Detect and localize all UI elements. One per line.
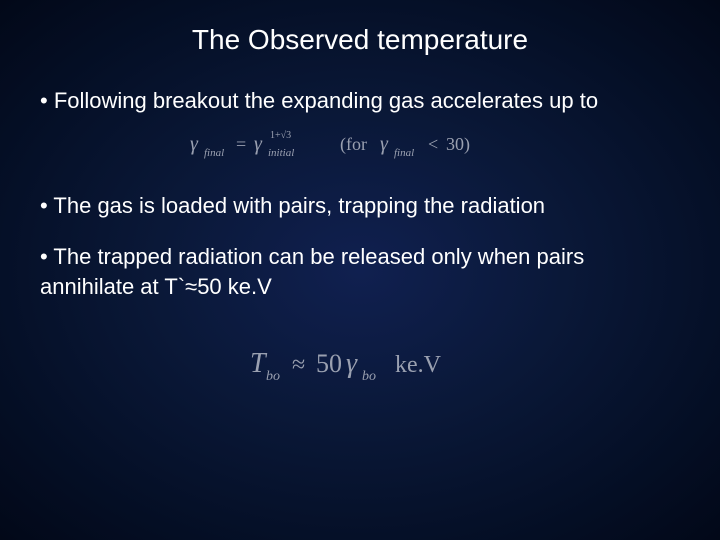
slide-title: The Observed temperature xyxy=(0,0,720,86)
approx: ≈ xyxy=(292,352,305,378)
equals: = xyxy=(236,134,246,154)
unit-kev: ke.V xyxy=(395,352,442,378)
bullet-3: • The trapped radiation can be released … xyxy=(40,242,680,301)
gamma-bo: γ xyxy=(346,348,358,379)
sub-final: final xyxy=(204,147,224,159)
lt: < xyxy=(428,134,438,154)
sub-bo-2: bo xyxy=(362,369,376,384)
gamma-3: γ xyxy=(380,133,389,155)
sub-bo-1: bo xyxy=(266,369,280,384)
gamma-2: γ xyxy=(254,133,263,155)
fifty: 50 xyxy=(316,349,342,378)
thirty: 30) xyxy=(446,134,470,155)
gamma-1: γ xyxy=(190,133,199,155)
bullet-1: • Following breakout the expanding gas a… xyxy=(40,86,680,116)
formula-gamma-final: γ final = γ initial 1+√3 (for γ final < … xyxy=(40,126,680,167)
slide-content: • Following breakout the expanding gas a… xyxy=(0,86,720,391)
for-open: (for xyxy=(340,134,367,155)
formula-tbo: T bo ≈ 50 γ bo ke.V xyxy=(40,342,680,391)
bullet-2: • The gas is loaded with pairs, trapping… xyxy=(40,191,680,221)
sub-final-2: final xyxy=(394,147,414,159)
sub-initial: initial xyxy=(268,147,294,159)
exponent: 1+√3 xyxy=(270,130,291,141)
